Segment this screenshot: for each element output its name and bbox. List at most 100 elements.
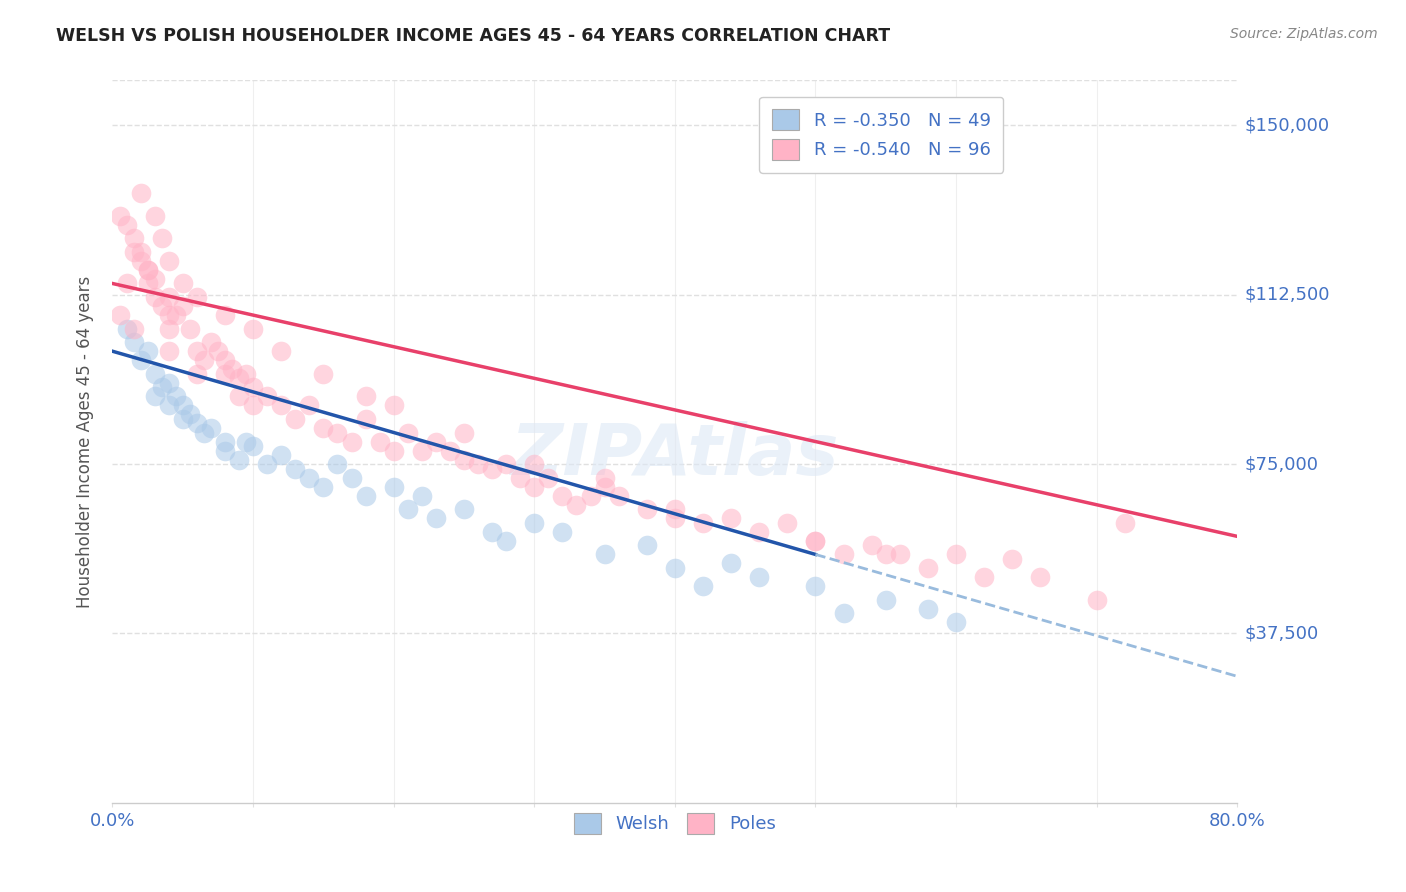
Point [495,457,517,471]
Point [481,524,503,539]
Point [150,380,173,394]
Point [411,489,433,503]
Point [1085,592,1108,607]
Point [875,592,897,607]
Point [228,389,250,403]
Point [256,457,278,471]
Point [1029,570,1052,584]
Point [115,218,138,232]
Point [509,470,531,484]
Point [270,448,292,462]
Point [776,516,799,530]
Point [172,277,194,291]
Text: $75,000: $75,000 [1244,455,1319,473]
Point [593,480,616,494]
Point [523,480,546,494]
Point [889,548,911,562]
Point [214,308,236,322]
Point [108,308,131,322]
Point [354,489,377,503]
Point [270,398,292,412]
Point [748,524,770,539]
Point [235,434,257,449]
Point [207,344,229,359]
Point [136,344,159,359]
Point [298,470,321,484]
Point [593,548,616,562]
Point [242,398,264,412]
Text: Source: ZipAtlas.com: Source: ZipAtlas.com [1230,27,1378,41]
Point [143,209,166,223]
Point [298,398,321,412]
Point [917,601,939,615]
Point [340,470,363,484]
Point [453,452,475,467]
Point [108,209,131,223]
Point [186,417,208,431]
Point [664,561,686,575]
Point [396,502,419,516]
Point [214,367,236,381]
Text: $112,500: $112,500 [1244,285,1330,304]
Point [136,263,159,277]
Point [136,263,159,277]
Point [1114,516,1136,530]
Point [832,548,855,562]
Point [860,538,883,552]
Point [186,290,208,304]
Point [129,353,152,368]
Point [157,321,180,335]
Point [172,299,194,313]
Point [221,362,243,376]
Point [523,516,546,530]
Point [214,353,236,368]
Point [179,408,201,422]
Point [129,244,152,259]
Legend: Welsh, Poles: Welsh, Poles [564,802,786,845]
Point [193,353,215,368]
Point [439,443,461,458]
Point [636,538,658,552]
Point [326,425,349,440]
Point [453,502,475,516]
Point [129,253,152,268]
Point [200,421,222,435]
Point [214,434,236,449]
Point [143,290,166,304]
Point [186,344,208,359]
Point [284,412,307,426]
Point [122,321,145,335]
Point [157,253,180,268]
Point [186,367,208,381]
Point [136,277,159,291]
Point [284,461,307,475]
Text: $150,000: $150,000 [1244,117,1330,135]
Point [214,443,236,458]
Point [382,398,405,412]
Point [748,570,770,584]
Point [537,470,560,484]
Point [875,548,897,562]
Point [593,470,616,484]
Point [326,457,349,471]
Text: ZIPAtlas: ZIPAtlas [510,422,839,491]
Point [115,277,138,291]
Point [143,367,166,381]
Point [312,367,335,381]
Point [551,489,574,503]
Point [165,308,187,322]
Point [425,434,447,449]
Point [150,231,173,245]
Point [157,308,180,322]
Point [917,561,939,575]
Point [228,371,250,385]
Point [172,412,194,426]
Point [129,186,152,201]
Point [157,290,180,304]
Y-axis label: Householder Income Ages 45 - 64 years: Householder Income Ages 45 - 64 years [76,276,94,607]
Point [495,533,517,548]
Point [425,511,447,525]
Point [692,579,714,593]
Point [945,548,967,562]
Point [368,434,391,449]
